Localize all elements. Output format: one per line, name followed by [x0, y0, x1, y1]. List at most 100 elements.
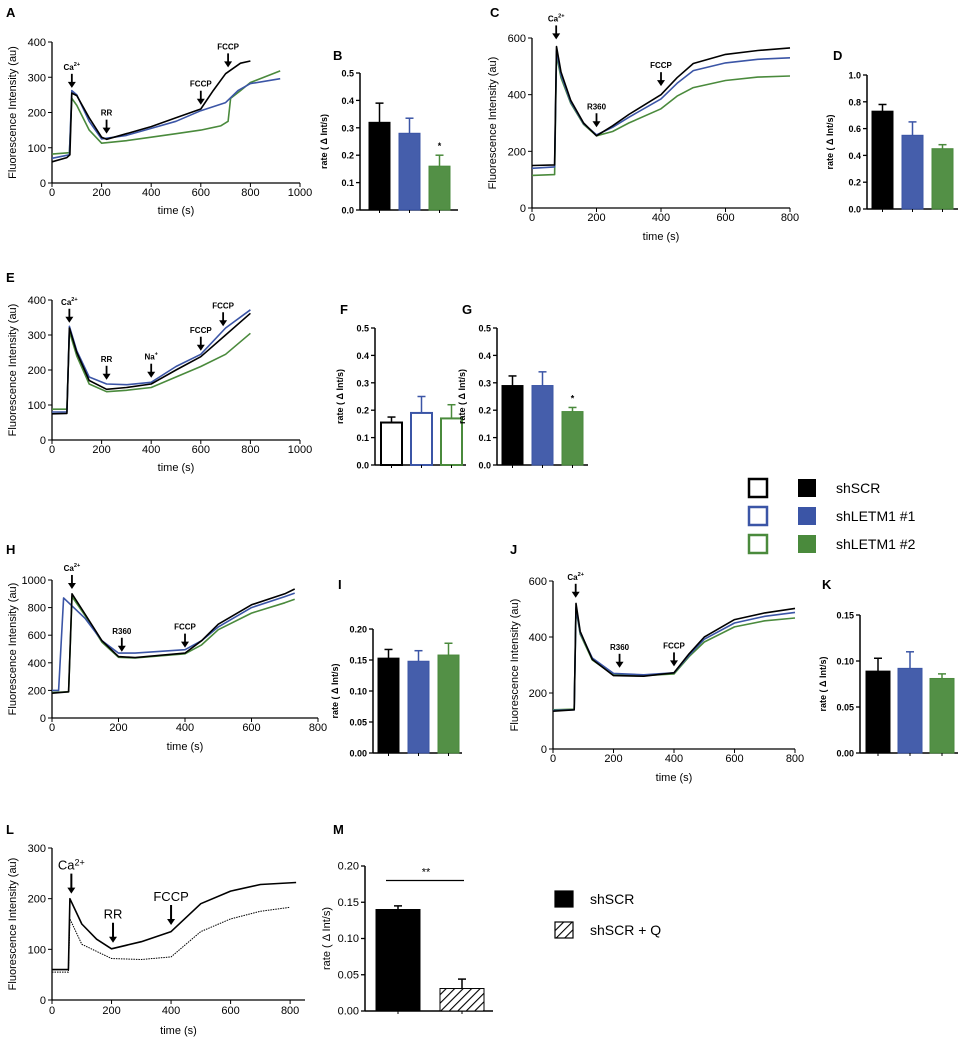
panel-label: G [462, 302, 472, 317]
x-tick-label: 200 [604, 753, 622, 765]
y-axis-label: rate ( Δ Int/s) [818, 657, 828, 712]
y-tick-label: 0.00 [338, 1006, 359, 1018]
y-tick-label: 100 [28, 400, 46, 412]
y-tick-label: 0 [40, 178, 46, 190]
x-tick-label: 400 [142, 444, 160, 456]
y-tick-label: 0.1 [341, 178, 354, 188]
annotation-label: R360 [112, 627, 132, 636]
y-axis-label: rate ( Δ Int/s) [825, 115, 835, 170]
annotation-label: Ca2+ [548, 13, 565, 23]
panel-label: F [340, 302, 348, 317]
y-tick-label: 0.5 [341, 69, 354, 79]
series-line-shscr [51, 588, 296, 694]
series-line-shscr [52, 881, 297, 971]
y-axis-label: Fluorescence Intensity (au) [7, 583, 19, 716]
x-tick-label: 600 [192, 444, 210, 456]
series-line-shletm1-2 [51, 595, 295, 694]
y-tick-label: 400 [28, 295, 46, 307]
y-tick-label: 0.1 [478, 433, 491, 443]
y-tick-label: 0.4 [848, 151, 861, 161]
y-axis-label: Fluorescence Intensity (au) [7, 304, 19, 437]
legend-filled-swatch [798, 507, 816, 525]
annotation-label: R360 [610, 643, 630, 652]
x-tick-label: 200 [109, 722, 127, 734]
y-tick-label: 1000 [22, 575, 46, 587]
y-tick-label: 0.0 [341, 206, 354, 216]
bar-shletm1-1 [531, 385, 554, 466]
panel-label: L [6, 822, 14, 837]
panel-label: I [338, 577, 342, 592]
significance-marker: * [571, 393, 575, 403]
y-tick-label: 600 [508, 33, 526, 45]
legend-swatch [554, 921, 574, 939]
arrow-head-icon [102, 373, 111, 380]
series-line-shscr-q [52, 906, 291, 973]
panel-j: J 0 200 400 600 0 200 400 600 800 time (s) Fluoresc… [509, 542, 804, 784]
annotation-label: FCCP [217, 42, 239, 51]
bar-shscr [501, 385, 524, 466]
y-tick-label: 0.20 [338, 861, 359, 873]
y-tick-label: 400 [508, 90, 526, 102]
bar-shscr-q [439, 988, 485, 1012]
arrow-head-icon [571, 591, 580, 598]
panel-a: A 0 100 200 300 400 0 200 400 600 800 1000 time (s) F… [6, 5, 312, 217]
legend-open-swatch [747, 533, 769, 555]
arrow-head-icon [67, 582, 76, 589]
x-tick-label: 400 [162, 1005, 180, 1017]
y-tick-label: 0.2 [341, 151, 354, 161]
arrow-head-icon [167, 919, 176, 926]
x-tick-label: 800 [241, 187, 259, 199]
panel-label: B [333, 48, 342, 63]
x-tick-label: 0 [529, 212, 535, 224]
legend-label: shLETM1 #1 [836, 508, 916, 524]
y-tick-label: 0.05 [338, 969, 359, 981]
y-tick-label: 200 [28, 685, 46, 697]
arrow-head-icon [552, 33, 561, 40]
arrow-head-icon [615, 661, 624, 668]
x-axis-label: time (s) [167, 741, 204, 753]
annotation-label: Ca2+ [567, 572, 584, 582]
x-axis-label: time (s) [158, 462, 195, 474]
x-tick-label: 0 [49, 444, 55, 456]
annotation-label: Ca2+ [64, 563, 81, 573]
arrow-head-icon [67, 887, 76, 894]
y-axis-label: Fluorescence Intensity (au) [509, 599, 521, 732]
x-tick-label: 400 [652, 212, 670, 224]
x-axis-label: time (s) [158, 205, 195, 217]
legend-filled-swatch [798, 535, 816, 553]
legend-label: shLETM1 #2 [836, 536, 916, 552]
annotation-label: FCCP [190, 80, 212, 89]
y-tick-label: 0.05 [836, 703, 854, 713]
annotation-label: FCCP [153, 889, 188, 904]
legend-open-swatch [747, 505, 769, 527]
arrow-head-icon [224, 61, 233, 68]
annotation-label: Ca2+ [64, 62, 81, 72]
panel-label: A [6, 5, 16, 20]
series-line-shletm1-1 [52, 592, 295, 692]
y-tick-label: 0 [40, 435, 46, 447]
panel-label: E [6, 270, 15, 285]
y-tick-label: 0.15 [836, 611, 854, 621]
panel-label: D [833, 48, 842, 63]
x-tick-label: 800 [241, 444, 259, 456]
bar-shletm1-2 [437, 654, 460, 754]
y-tick-label: 0.3 [341, 123, 354, 133]
y-tick-label: 0.05 [349, 718, 367, 728]
annotation-label: RR [101, 355, 113, 364]
series-line-shletm1-1 [51, 77, 281, 160]
x-tick-label: 1000 [288, 187, 312, 199]
legend-label: shSCR [836, 480, 880, 496]
bar-shletm1-2 [428, 165, 451, 211]
legend-open-swatch [747, 477, 769, 499]
panel-l: L 0 100 200 300 0 200 400 600 800 time (s) Fluoresc… [6, 822, 305, 1037]
panel-d: D 0.0 0.2 0.4 0.6 0.8 1.0 rate ( Δ Int/s) [825, 48, 958, 215]
y-axis-label: rate ( Δ Int/s) [330, 664, 340, 719]
y-tick-label: 0.4 [341, 96, 354, 106]
x-tick-label: 600 [725, 753, 743, 765]
y-axis-label: rate ( Δ Int/s) [319, 114, 329, 169]
y-tick-label: 200 [28, 108, 46, 120]
bar-shletm1-1 [901, 134, 924, 210]
annotation-label: FCCP [190, 326, 212, 335]
panel-b: B 0.0 0.1 0.2 0.3 0.4 0.5 rate ( Δ Int/s) * [319, 48, 458, 216]
y-tick-label: 0 [40, 713, 46, 725]
